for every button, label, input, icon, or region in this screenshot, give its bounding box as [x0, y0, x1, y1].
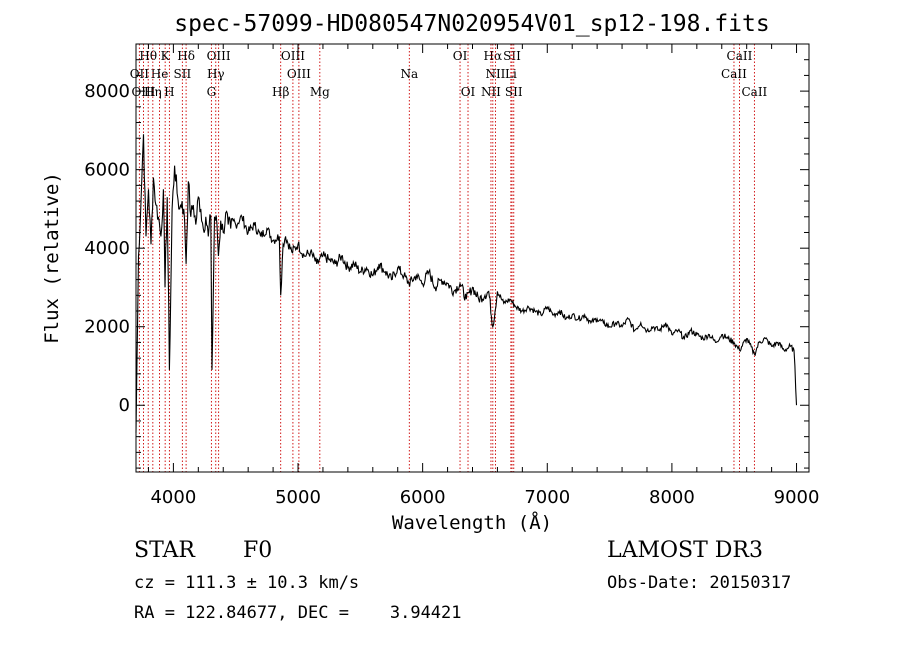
- spectral-line-label-5: OI: [453, 49, 468, 63]
- spectral-line-label-24: OI: [461, 85, 476, 99]
- x-axis-label: Wavelength (Å): [392, 511, 552, 534]
- spectral-line-label-18: OIII: [131, 85, 155, 99]
- spectral-line-label-15: NII: [485, 67, 505, 81]
- observation-date: Obs-Date: 20150317: [607, 573, 792, 593]
- y-tick-label: 6000: [84, 160, 130, 181]
- spectral-line-label-23: Mg: [310, 85, 330, 99]
- x-tick-label: 9000: [774, 487, 820, 508]
- spectral-line-label-22: Hβ: [272, 85, 289, 99]
- y-tick-label: 2000: [84, 317, 130, 338]
- spectral-line-label-2: Hδ: [177, 49, 195, 63]
- spectral-line-label-7: SII: [503, 49, 521, 63]
- spectral-line-label-9: OII: [130, 67, 150, 81]
- x-tick-label: 7000: [524, 487, 570, 508]
- spectral-line-label-27: CaII: [741, 85, 767, 99]
- spectral-line-label-26: SII: [505, 85, 523, 99]
- spectral-line-label-8: CaII: [727, 49, 753, 63]
- plot-frame: [135, 43, 810, 473]
- spectral-line-label-19: Hη: [144, 85, 162, 99]
- object-subclass: F0: [243, 538, 273, 563]
- y-axis-label: Flux (relative): [41, 172, 63, 344]
- spectral-line-label-14: Na: [400, 67, 418, 81]
- spectral-line-label-6: Hα: [484, 49, 503, 63]
- spectral-line-label-4: OIII: [281, 49, 305, 63]
- x-tick-label: 8000: [649, 487, 695, 508]
- axis-ticks: [136, 43, 809, 472]
- spectral-line-label-12: Hγ: [207, 67, 225, 81]
- coordinates: RA = 122.84677, DEC = 3.94421: [134, 603, 462, 623]
- spectral-line-label-3: OIII: [207, 49, 231, 63]
- object-class: STAR: [134, 538, 195, 563]
- x-tick-label: 6000: [400, 487, 446, 508]
- spectral-line-label-0: Hθ: [139, 49, 157, 63]
- survey-name: LAMOST DR3: [607, 538, 763, 563]
- x-tick-label: 5000: [275, 487, 321, 508]
- spectral-line-label-1: K: [161, 49, 171, 63]
- chart-title: spec-57099-HD080547N020954V01_sp12-198.f…: [174, 11, 769, 37]
- spectral-line-label-20: H: [164, 85, 174, 99]
- y-tick-labels: 0 2000 4000 6000 8000: [84, 81, 130, 416]
- y-tick-label: 8000: [84, 81, 130, 102]
- spectral-line-label-10: He: [151, 67, 169, 81]
- redshift-value: cz = 111.3 ± 10.3 km/s: [134, 573, 360, 593]
- spectral-line-label-16: Li: [505, 67, 517, 81]
- y-tick-label: 0: [119, 395, 130, 416]
- spectral-line-label-17: CaII: [721, 67, 747, 81]
- spectral-line-label-11: SII: [174, 67, 192, 81]
- spectral-line-label-25: NII: [481, 85, 501, 99]
- spectral-line-label-13: OIII: [287, 67, 311, 81]
- x-tick-labels: 4000 5000 6000 7000 8000 9000: [150, 487, 819, 508]
- x-tick-label: 4000: [150, 487, 196, 508]
- y-tick-label: 4000: [84, 238, 130, 259]
- spectral-line-label-21: G: [207, 85, 217, 99]
- spectrum-plot: spec-57099-HD080547N020954V01_sp12-198.f…: [41, 11, 819, 534]
- flux-series-line: [135, 134, 798, 433]
